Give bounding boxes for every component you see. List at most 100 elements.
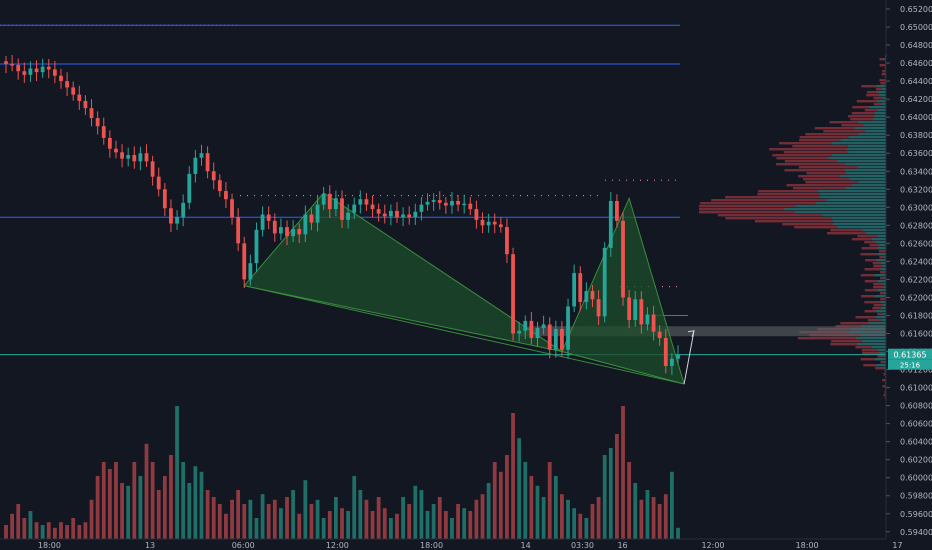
candle-body	[523, 320, 528, 331]
candle-body	[248, 263, 253, 280]
volume-profile-bar-down	[873, 283, 884, 286]
volume-profile-bar-down	[882, 70, 886, 73]
candle-body	[590, 291, 595, 300]
volume-profile-bar-down	[700, 202, 816, 205]
candle-body	[413, 211, 418, 218]
candle-body	[260, 214, 265, 230]
volume-bar	[40, 525, 45, 539]
volume-profile-bar-down	[864, 301, 881, 304]
volume-profile-bar-down	[725, 196, 820, 199]
candle-body	[450, 200, 454, 206]
volume-bar	[639, 499, 644, 539]
price-axis[interactable]: 0.65200 0.65000 0.64800 0.64600 0.64400 0.642…	[885, 0, 932, 550]
volume-bar	[511, 413, 515, 539]
volume-profile-bar-up	[878, 244, 889, 247]
volume-profile-bar-down	[798, 175, 840, 178]
volume-profile-bar-up	[874, 295, 889, 298]
candle-body	[651, 314, 656, 332]
candle-body	[83, 100, 88, 109]
countdown-timer: 25:16	[900, 362, 921, 370]
candle-body	[346, 212, 351, 220]
volume-bar	[370, 511, 375, 539]
volume-profile-bar-up	[880, 307, 889, 310]
candle-body	[553, 328, 558, 350]
volume-profile-bar-up	[848, 151, 889, 154]
price-tick-label: 0.60800	[900, 402, 932, 411]
volume-profile-bar-down	[872, 307, 881, 310]
volume-profile-bar-down	[831, 340, 863, 343]
candle-body	[315, 204, 320, 223]
candle-body	[425, 201, 430, 205]
price-tick-label: 0.62600	[900, 239, 932, 248]
volume-bar	[144, 443, 149, 539]
volume-bar	[584, 518, 589, 539]
price-tick-label: 0.64800	[900, 41, 932, 50]
price-tick-label: 0.61800	[900, 311, 932, 320]
volume-profile-bar-down	[805, 181, 859, 184]
volume-bar	[541, 497, 546, 539]
volume-bar	[566, 499, 570, 539]
volume-profile-bar-up	[854, 127, 889, 130]
time-axis[interactable]: 18:00 13 06:00 12:00 18:00 14 03:30 16 12:00 18:0…	[0, 538, 903, 550]
candlestick-series[interactable]	[4, 55, 680, 375]
candle-body	[22, 71, 27, 75]
price-tick-label: 0.63400	[900, 167, 932, 176]
volume-profile	[699, 55, 889, 400]
volume-profile-bar-up	[795, 205, 889, 208]
candle-body	[633, 299, 638, 320]
volume-bar	[517, 438, 522, 539]
volume-profile-bar-down	[869, 244, 879, 247]
candle-body	[474, 209, 479, 220]
volume-bar	[633, 483, 638, 539]
volume-profile-bar-up	[840, 139, 889, 142]
candle-body	[181, 202, 186, 218]
volume-profile-bar-down	[880, 271, 886, 274]
candle-body	[419, 204, 424, 212]
volume-profile-bar-down	[784, 169, 846, 172]
volume-bar	[340, 508, 344, 539]
candle-body	[572, 273, 577, 307]
volume-bar	[468, 511, 473, 539]
volume-profile-bar-down	[699, 211, 795, 214]
volume-profile-bar-up	[845, 187, 889, 190]
volume-bar	[480, 494, 485, 539]
candle-body	[95, 118, 100, 127]
volume-bar	[505, 455, 509, 539]
candle-body	[407, 214, 412, 218]
volume-profile-bar-down	[866, 94, 880, 97]
volume-bar	[578, 513, 583, 539]
volume-bar	[89, 499, 94, 539]
candle-body	[187, 173, 192, 203]
candle-body	[437, 200, 442, 203]
volume-profile-bar-down	[877, 313, 884, 316]
volume-bar	[327, 511, 332, 539]
candle-body	[486, 221, 491, 226]
volume-profile-bar-down	[851, 112, 875, 115]
volume-profile-bar-up	[857, 343, 889, 346]
volume-profile-bar-down	[841, 124, 864, 127]
candle-body	[462, 203, 467, 206]
candle-body	[535, 328, 540, 339]
price-tick-label: 0.61600	[900, 329, 932, 338]
volume-profile-bar-up	[876, 85, 889, 88]
candle-body	[321, 193, 326, 205]
candle-body	[230, 199, 234, 218]
volume-profile-bar-down	[799, 139, 841, 142]
volume-bar	[46, 522, 51, 539]
volume-profile-bar-up	[871, 346, 889, 349]
volume-bar	[230, 499, 234, 539]
candle-body	[156, 176, 161, 190]
volume-bar	[150, 462, 155, 539]
volume-bar	[388, 518, 393, 539]
volume-bar	[657, 504, 662, 539]
volume-profile-bar-down	[793, 187, 846, 190]
price-tick-label: 0.63000	[900, 203, 932, 212]
volume-bar	[59, 522, 63, 539]
volume-bar	[4, 525, 8, 539]
volume-bar	[217, 504, 222, 539]
volume-profile-bar-down	[863, 364, 877, 367]
volume-bar	[260, 494, 265, 539]
volume-profile-bar-up	[881, 88, 889, 91]
volume-bar	[419, 490, 424, 539]
